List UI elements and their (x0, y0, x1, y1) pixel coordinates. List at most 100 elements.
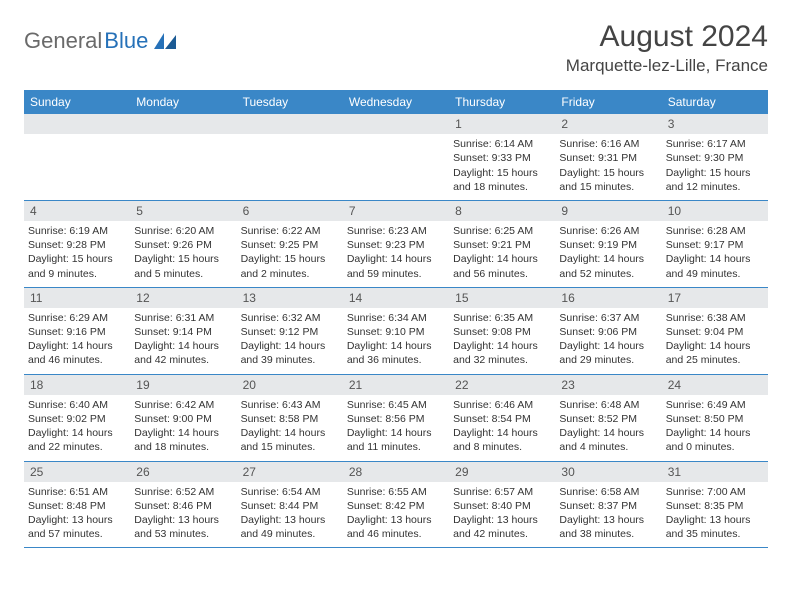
day-cell: 12Sunrise: 6:31 AMSunset: 9:14 PMDayligh… (130, 288, 236, 374)
daylight-text: Daylight: 13 hours and 46 minutes. (347, 513, 445, 541)
daylight-text: Daylight: 13 hours and 57 minutes. (28, 513, 126, 541)
day-cell: 16Sunrise: 6:37 AMSunset: 9:06 PMDayligh… (555, 288, 661, 374)
daylight-text: Daylight: 15 hours and 18 minutes. (453, 166, 551, 194)
sunset-text: Sunset: 8:54 PM (453, 412, 551, 426)
daylight-text: Daylight: 14 hours and 32 minutes. (453, 339, 551, 367)
day-number: 4 (24, 201, 130, 221)
daylight-text: Daylight: 13 hours and 42 minutes. (453, 513, 551, 541)
sunset-text: Sunset: 9:19 PM (559, 238, 657, 252)
sunset-text: Sunset: 9:33 PM (453, 151, 551, 165)
daylight-text: Daylight: 13 hours and 38 minutes. (559, 513, 657, 541)
daylight-text: Daylight: 14 hours and 29 minutes. (559, 339, 657, 367)
daylight-text: Daylight: 14 hours and 25 minutes. (666, 339, 764, 367)
sunset-text: Sunset: 9:00 PM (134, 412, 232, 426)
header: GeneralBlue August 2024 Marquette-lez-Li… (24, 20, 768, 76)
sunrise-text: Sunrise: 6:58 AM (559, 485, 657, 499)
day-cell: 6Sunrise: 6:22 AMSunset: 9:25 PMDaylight… (237, 201, 343, 287)
daylight-text: Daylight: 14 hours and 42 minutes. (134, 339, 232, 367)
day-cell: 15Sunrise: 6:35 AMSunset: 9:08 PMDayligh… (449, 288, 555, 374)
day-cell: 23Sunrise: 6:48 AMSunset: 8:52 PMDayligh… (555, 375, 661, 461)
daylight-text: Daylight: 13 hours and 53 minutes. (134, 513, 232, 541)
day-number: 20 (237, 375, 343, 395)
weekday-header: Wednesday (343, 90, 449, 114)
day-cell: 19 Sunrise: 6:42 AMSunset: 9:00 PMDayligh… (130, 375, 236, 461)
sunrise-text: Sunrise: 6:40 AM (28, 398, 126, 412)
sunrise-text: Sunrise: 6:54 AM (241, 485, 339, 499)
daylight-text: Daylight: 15 hours and 9 minutes. (28, 252, 126, 280)
sunrise-text: Sunrise: 6:19 AM (28, 224, 126, 238)
day-cell: 11Sunrise: 6:29 AMSunset: 9:16 PMDayligh… (24, 288, 130, 374)
sunset-text: Sunset: 8:40 PM (453, 499, 551, 513)
day-number: 17 (662, 288, 768, 308)
day-cell: 1Sunrise: 6:14 AMSunset: 9:33 PMDaylight… (449, 114, 555, 200)
daylight-text: Daylight: 14 hours and 15 minutes. (241, 426, 339, 454)
calendar-page: GeneralBlue August 2024 Marquette-lez-Li… (0, 0, 792, 548)
day-number: 6 (237, 201, 343, 221)
sunrise-text: Sunrise: 6:43 AM (241, 398, 339, 412)
day-number: 3 (662, 114, 768, 134)
sunset-text: Sunset: 9:08 PM (453, 325, 551, 339)
weekday-header: Thursday (449, 90, 555, 114)
day-number: 31 (662, 462, 768, 482)
daylight-text: Daylight: 14 hours and 18 minutes. (134, 426, 232, 454)
day-cell: 26Sunrise: 6:52 AMSunset: 8:46 PMDayligh… (130, 462, 236, 548)
weekday-header: Monday (130, 90, 236, 114)
week-row: 4Sunrise: 6:19 AMSunset: 9:28 PMDaylight… (24, 201, 768, 288)
sunrise-text: Sunrise: 6:52 AM (134, 485, 232, 499)
sunrise-text: Sunrise: 6:17 AM (666, 137, 764, 151)
sunrise-text: Sunrise: 6:48 AM (559, 398, 657, 412)
sunset-text: Sunset: 8:58 PM (241, 412, 339, 426)
daylight-text: Daylight: 15 hours and 5 minutes. (134, 252, 232, 280)
sunrise-text: Sunrise: 6:34 AM (347, 311, 445, 325)
day-number: 9 (555, 201, 661, 221)
day-number (237, 114, 343, 134)
daylight-text: Daylight: 15 hours and 2 minutes. (241, 252, 339, 280)
week-row: 1Sunrise: 6:14 AMSunset: 9:33 PMDaylight… (24, 114, 768, 201)
sunrise-text: Sunrise: 6:37 AM (559, 311, 657, 325)
day-cell: 31Sunrise: 7:00 AMSunset: 8:35 PMDayligh… (662, 462, 768, 548)
day-number: 27 (237, 462, 343, 482)
logo-sail-icon (154, 33, 176, 49)
day-number: 10 (662, 201, 768, 221)
daylight-text: Daylight: 14 hours and 11 minutes. (347, 426, 445, 454)
day-cell: 10Sunrise: 6:28 AMSunset: 9:17 PMDayligh… (662, 201, 768, 287)
sunrise-text: Sunrise: 6:51 AM (28, 485, 126, 499)
daylight-text: Daylight: 15 hours and 15 minutes. (559, 166, 657, 194)
day-cell: 22Sunrise: 6:46 AMSunset: 8:54 PMDayligh… (449, 375, 555, 461)
day-cell (130, 114, 236, 200)
sunset-text: Sunset: 8:44 PM (241, 499, 339, 513)
sunrise-text: Sunrise: 6:55 AM (347, 485, 445, 499)
daylight-text: Daylight: 14 hours and 52 minutes. (559, 252, 657, 280)
daylight-text: Daylight: 15 hours and 12 minutes. (666, 166, 764, 194)
day-cell: 4Sunrise: 6:19 AMSunset: 9:28 PMDaylight… (24, 201, 130, 287)
location: Marquette-lez-Lille, France (566, 56, 768, 76)
day-number: 2 (555, 114, 661, 134)
day-number: 19 (130, 375, 236, 395)
day-number: 1 (449, 114, 555, 134)
sunrise-text: Sunrise: 6:29 AM (28, 311, 126, 325)
daylight-text: Daylight: 14 hours and 0 minutes. (666, 426, 764, 454)
day-cell: 2Sunrise: 6:16 AMSunset: 9:31 PMDaylight… (555, 114, 661, 200)
daylight-text: Daylight: 14 hours and 36 minutes. (347, 339, 445, 367)
day-number: 26 (130, 462, 236, 482)
weekday-header-row: Sunday Monday Tuesday Wednesday Thursday… (24, 90, 768, 114)
sunrise-text: Sunrise: 6:42 AM (134, 398, 232, 412)
day-number: 12 (130, 288, 236, 308)
sunrise-text: Sunrise: 6:31 AM (134, 311, 232, 325)
week-row: 18Sunrise: 6:40 AMSunset: 9:02 PMDayligh… (24, 375, 768, 462)
day-number: 23 (555, 375, 661, 395)
sunrise-text: Sunrise: 6:57 AM (453, 485, 551, 499)
sunset-text: Sunset: 9:17 PM (666, 238, 764, 252)
sunrise-text: Sunrise: 6:49 AM (666, 398, 764, 412)
sunrise-text: Sunrise: 6:45 AM (347, 398, 445, 412)
day-number (24, 114, 130, 134)
sunset-text: Sunset: 8:52 PM (559, 412, 657, 426)
day-number: 28 (343, 462, 449, 482)
sunset-text: Sunset: 9:10 PM (347, 325, 445, 339)
day-cell: 20 Sunrise: 6:43 AMSunset: 8:58 PMDayligh… (237, 375, 343, 461)
sunset-text: Sunset: 8:35 PM (666, 499, 764, 513)
daylight-text: Daylight: 14 hours and 22 minutes. (28, 426, 126, 454)
sunset-text: Sunset: 9:21 PM (453, 238, 551, 252)
calendar: Sunday Monday Tuesday Wednesday Thursday… (24, 90, 768, 548)
logo-text-1: General (24, 28, 102, 54)
